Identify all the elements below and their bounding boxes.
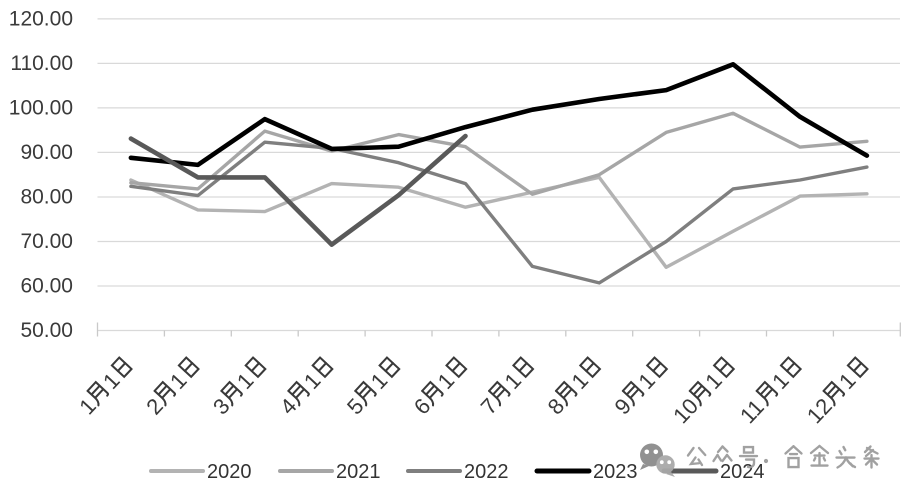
svg-text:80.00: 80.00 xyxy=(20,186,73,209)
svg-text:90.00: 90.00 xyxy=(20,141,73,164)
svg-text:2022: 2022 xyxy=(464,461,509,483)
svg-text:50.00: 50.00 xyxy=(20,319,73,342)
svg-text:70.00: 70.00 xyxy=(20,230,73,253)
svg-text:100.00: 100.00 xyxy=(9,96,73,119)
svg-text:2021: 2021 xyxy=(336,461,381,483)
svg-text:110.00: 110.00 xyxy=(10,52,73,75)
svg-text:60.00: 60.00 xyxy=(20,275,73,298)
svg-text:2023: 2023 xyxy=(593,461,638,483)
svg-text:2024: 2024 xyxy=(720,461,765,483)
svg-text:2020: 2020 xyxy=(207,461,252,483)
svg-text:120.00: 120.00 xyxy=(9,7,73,30)
